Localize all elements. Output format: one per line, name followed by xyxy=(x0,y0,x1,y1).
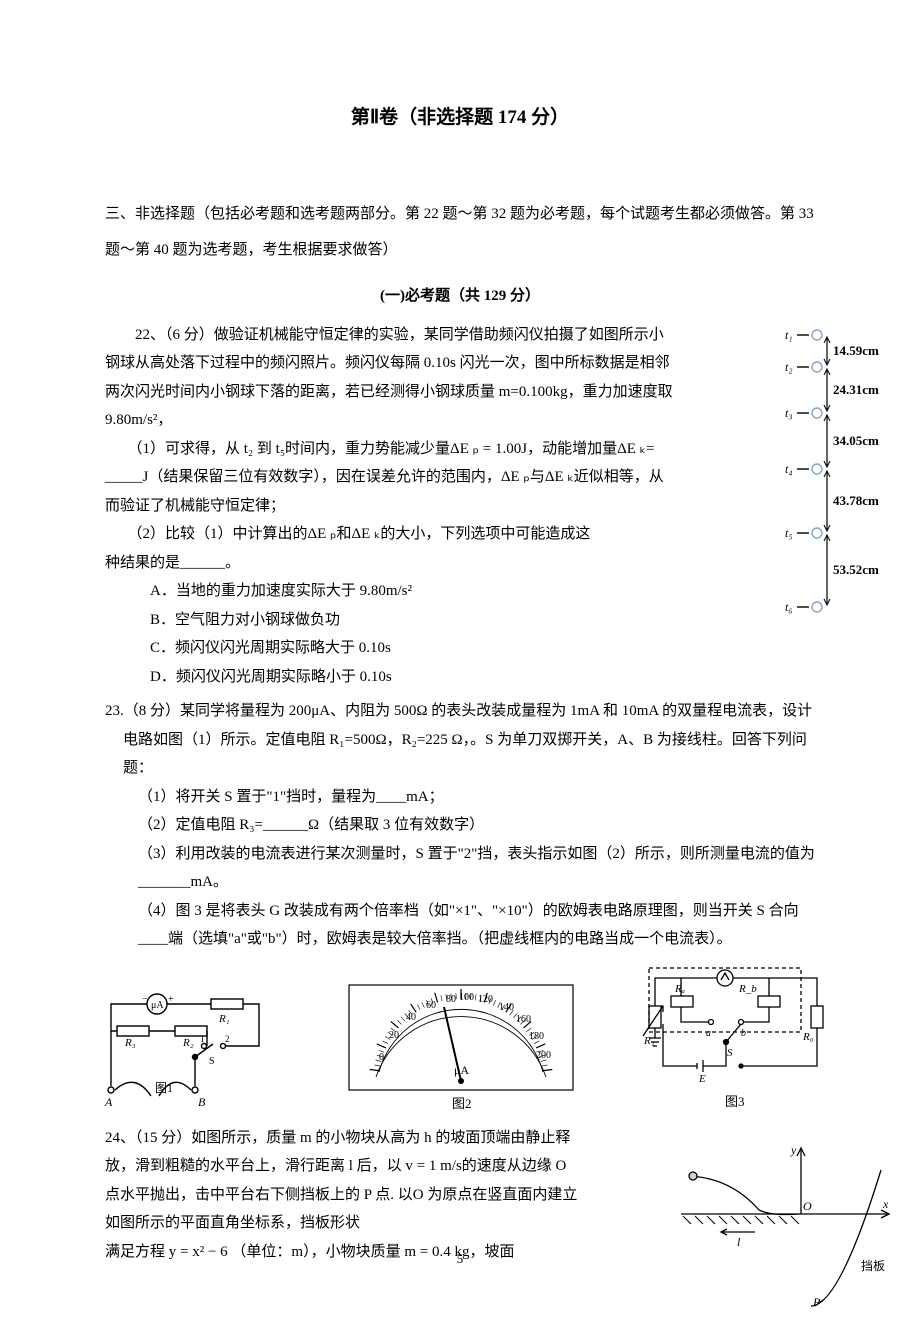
q23-figure-2: 0 20 40 60 80 100 120 140 160 180 200 μA… xyxy=(346,982,576,1112)
q23-part2: （2）定值电阻 R₃=______Ω（结果取 3 位有效数字） xyxy=(138,811,815,840)
question-22: 22、（6 分）做验证机械能守恒定律的实验，某同学借助频闪仪拍摄了如图所示小钢球… xyxy=(105,321,815,692)
svg-text:60: 60 xyxy=(426,1000,436,1011)
svg-text:挡板: 挡板 xyxy=(861,1259,885,1273)
svg-text:0: 0 xyxy=(379,1052,384,1063)
svg-text:120: 120 xyxy=(478,994,493,1005)
svg-text:20: 20 xyxy=(389,1030,399,1041)
section-title: 第Ⅱ卷（非选择题 174 分） xyxy=(105,100,815,136)
svg-text:x: x xyxy=(882,1197,889,1211)
svg-text:180: 180 xyxy=(529,1031,544,1042)
q23-part1: （1）将开关 S 置于"1"挡时，量程为____mA； xyxy=(138,783,815,812)
svg-text:b: b xyxy=(741,1028,746,1039)
svg-text:2: 2 xyxy=(225,1034,230,1044)
q22-option-d: D．频闪仪闪光周期实际略小于 0.10s xyxy=(150,663,675,692)
svg-text:l: l xyxy=(737,1235,741,1249)
q22-option-a: A．当地的重力加速度实际大于 9.80m/s² xyxy=(150,577,675,606)
svg-text:R₂: R₂ xyxy=(182,1037,194,1049)
svg-text:S: S xyxy=(209,1056,215,1067)
question-23: 23.（8 分）某同学将量程为 200μA、内阻为 500Ω 的表头改装成量程为… xyxy=(105,697,815,1112)
svg-text:200: 200 xyxy=(536,1050,551,1061)
svg-text:t₃: t₃ xyxy=(785,406,793,420)
svg-text:53.52cm: 53.52cm xyxy=(833,562,879,577)
svg-text:140: 140 xyxy=(499,1002,514,1013)
svg-text:R_b: R_b xyxy=(738,983,757,995)
q22-part2a: （2）比较（1）中计算出的ΔE ₚ和ΔE ₖ的大小，下列选项中可能造成这 xyxy=(105,520,675,549)
q24-head: 24、（15 分）如图所示，质量 m 的小物块从高为 h 的坡面顶端由静止释放，… xyxy=(105,1124,585,1238)
q23-figure-3: Rₐ R_b a b S E xyxy=(641,962,831,1112)
q22-option-c: C．频闪仪闪光周期实际略大于 0.10s xyxy=(150,634,675,663)
q22-head: 22、（6 分）做验证机械能守恒定律的实验，某同学借助频闪仪拍摄了如图所示小钢球… xyxy=(105,321,675,435)
svg-text:80: 80 xyxy=(446,994,456,1005)
section-intro: 三、非选择题（包括必考题和选考题两部分。第 22 题～第 32 题为必考题，每个… xyxy=(105,196,815,268)
svg-text:14.59cm: 14.59cm xyxy=(833,343,879,358)
svg-text:R₀: R₀ xyxy=(802,1031,814,1043)
q24-formula: 满足方程 y = x² − 6 （单位：m），小物块质量 m = 0.4 kg，… xyxy=(105,1238,585,1267)
q23-figure-1: μA − + R₁ R₂ R₃ A xyxy=(101,992,281,1112)
q22-figure: t₁ 14.59cm t₂ 24.31cm t₃ 34.05cm t₄ 43.78cm t₅ 53… xyxy=(779,325,909,615)
svg-text:A: A xyxy=(104,1095,113,1109)
q23-fig2-label: 图2 xyxy=(452,1096,472,1111)
q23-fig3-label: 图3 xyxy=(725,1094,745,1109)
svg-text:E: E xyxy=(698,1073,706,1085)
svg-text:t₅: t₅ xyxy=(785,526,793,540)
svg-text:μA: μA xyxy=(151,1000,164,1011)
q24-figure: y x O l xyxy=(671,1140,901,1310)
q22-option-b: B．空气阻力对小钢球做负功 xyxy=(150,606,675,635)
svg-text:O: O xyxy=(803,1199,812,1213)
svg-text:R₁: R₁ xyxy=(643,1035,655,1047)
svg-text:1: 1 xyxy=(200,1034,205,1044)
subsection-title: (一)必考题（共 129 分） xyxy=(105,282,815,311)
svg-text:160: 160 xyxy=(516,1014,531,1025)
question-24: 24、（15 分）如图所示，质量 m 的小物块从高为 h 的坡面顶端由静止释放，… xyxy=(105,1124,815,1267)
q23-part3: （3）利用改装的电流表进行某次测量时，S 置于"2"挡，表头指示如图（2）所示，… xyxy=(138,840,815,897)
svg-text:43.78cm: 43.78cm xyxy=(833,493,879,508)
svg-text:34.05cm: 34.05cm xyxy=(833,433,879,448)
svg-text:t₁: t₁ xyxy=(785,328,793,342)
svg-text:a: a xyxy=(706,1028,711,1039)
page-number: 5 xyxy=(457,1247,464,1272)
svg-text:100: 100 xyxy=(459,992,474,1003)
svg-text:S: S xyxy=(727,1047,733,1059)
svg-text:t₆: t₆ xyxy=(785,600,793,614)
svg-text:R₁: R₁ xyxy=(218,1013,230,1025)
svg-text:B: B xyxy=(198,1095,206,1109)
svg-text:t₂: t₂ xyxy=(785,360,793,374)
svg-text:40: 40 xyxy=(406,1012,416,1023)
q23-part4: （4）图 3 是将表头 G 改装成有两个倍率档（如"×1"、"×10"）的欧姆表… xyxy=(138,897,815,954)
svg-text:R₃: R₃ xyxy=(124,1037,136,1049)
meter-unit-label: μA xyxy=(454,1063,469,1077)
q22-part2b: 种结果的是______。 xyxy=(105,549,675,578)
q23-head: 23.（8 分）某同学将量程为 200μA、内阻为 500Ω 的表头改装成量程为… xyxy=(123,697,815,783)
svg-text:y: y xyxy=(790,1143,797,1157)
svg-text:Rₐ: Rₐ xyxy=(674,983,685,995)
q22-part1: （1）可求得，从 t₂ 到 t₅时间内，重力势能减少量ΔE ₚ = 1.00J，… xyxy=(105,435,675,521)
svg-text:t₄: t₄ xyxy=(785,462,793,476)
svg-text:24.31cm: 24.31cm xyxy=(833,382,879,397)
svg-text:图1: 图1 xyxy=(155,1081,173,1095)
